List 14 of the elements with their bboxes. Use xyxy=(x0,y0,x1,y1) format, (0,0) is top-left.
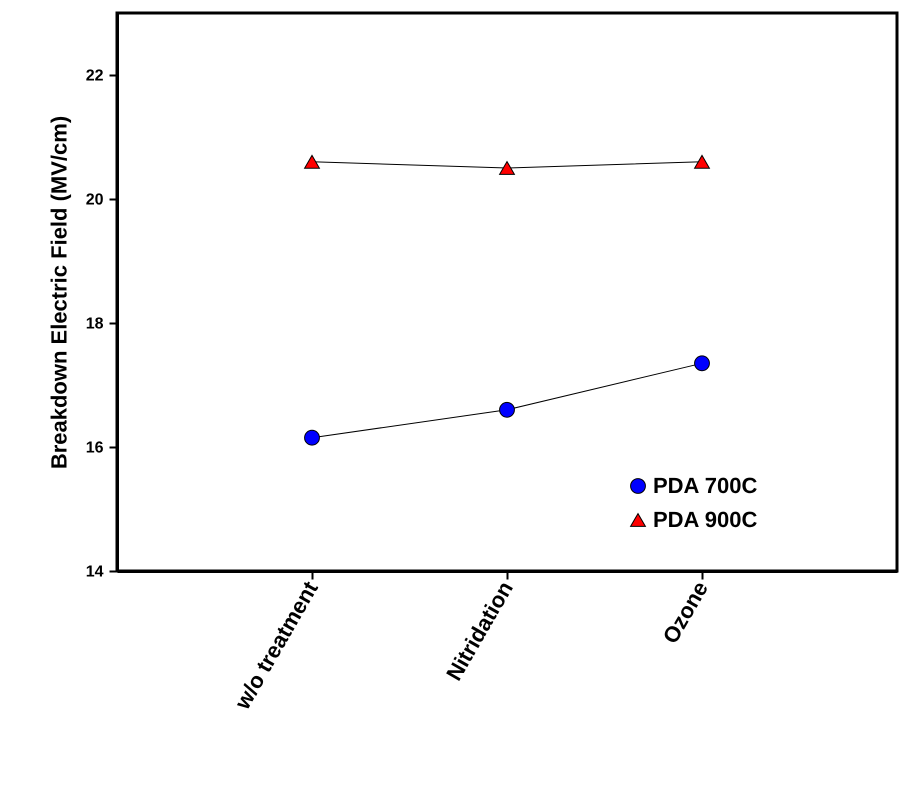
point xyxy=(694,355,710,372)
y-tick-label: 16 xyxy=(86,440,104,456)
point xyxy=(499,161,515,175)
point xyxy=(694,154,710,169)
y-axis-title: Breakdown Electric Field (MV/cm) xyxy=(46,116,72,470)
point xyxy=(304,154,320,169)
y-tick-label: 20 xyxy=(86,192,104,208)
y-tick-label: 18 xyxy=(86,316,104,332)
y-tick-label: 14 xyxy=(86,564,104,580)
y-tick-label: 22 xyxy=(86,68,104,84)
legend-label: PDA 700C xyxy=(653,473,758,498)
point xyxy=(499,402,515,418)
point xyxy=(304,430,320,446)
legend-label: PDA 900C xyxy=(653,507,758,532)
